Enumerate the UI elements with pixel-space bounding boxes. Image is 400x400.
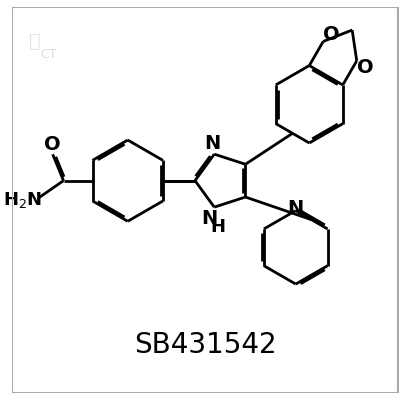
Text: O: O [44, 135, 60, 154]
Text: O: O [357, 58, 374, 77]
Text: O: O [324, 25, 340, 44]
Text: H: H [210, 218, 225, 236]
Text: CT: CT [40, 48, 57, 61]
Text: N: N [288, 199, 304, 218]
Text: N: N [202, 209, 218, 228]
Text: H$_2$N: H$_2$N [2, 190, 42, 210]
Text: N: N [204, 134, 220, 153]
Text: 🔑: 🔑 [29, 32, 41, 51]
Text: SB431542: SB431542 [134, 331, 276, 359]
